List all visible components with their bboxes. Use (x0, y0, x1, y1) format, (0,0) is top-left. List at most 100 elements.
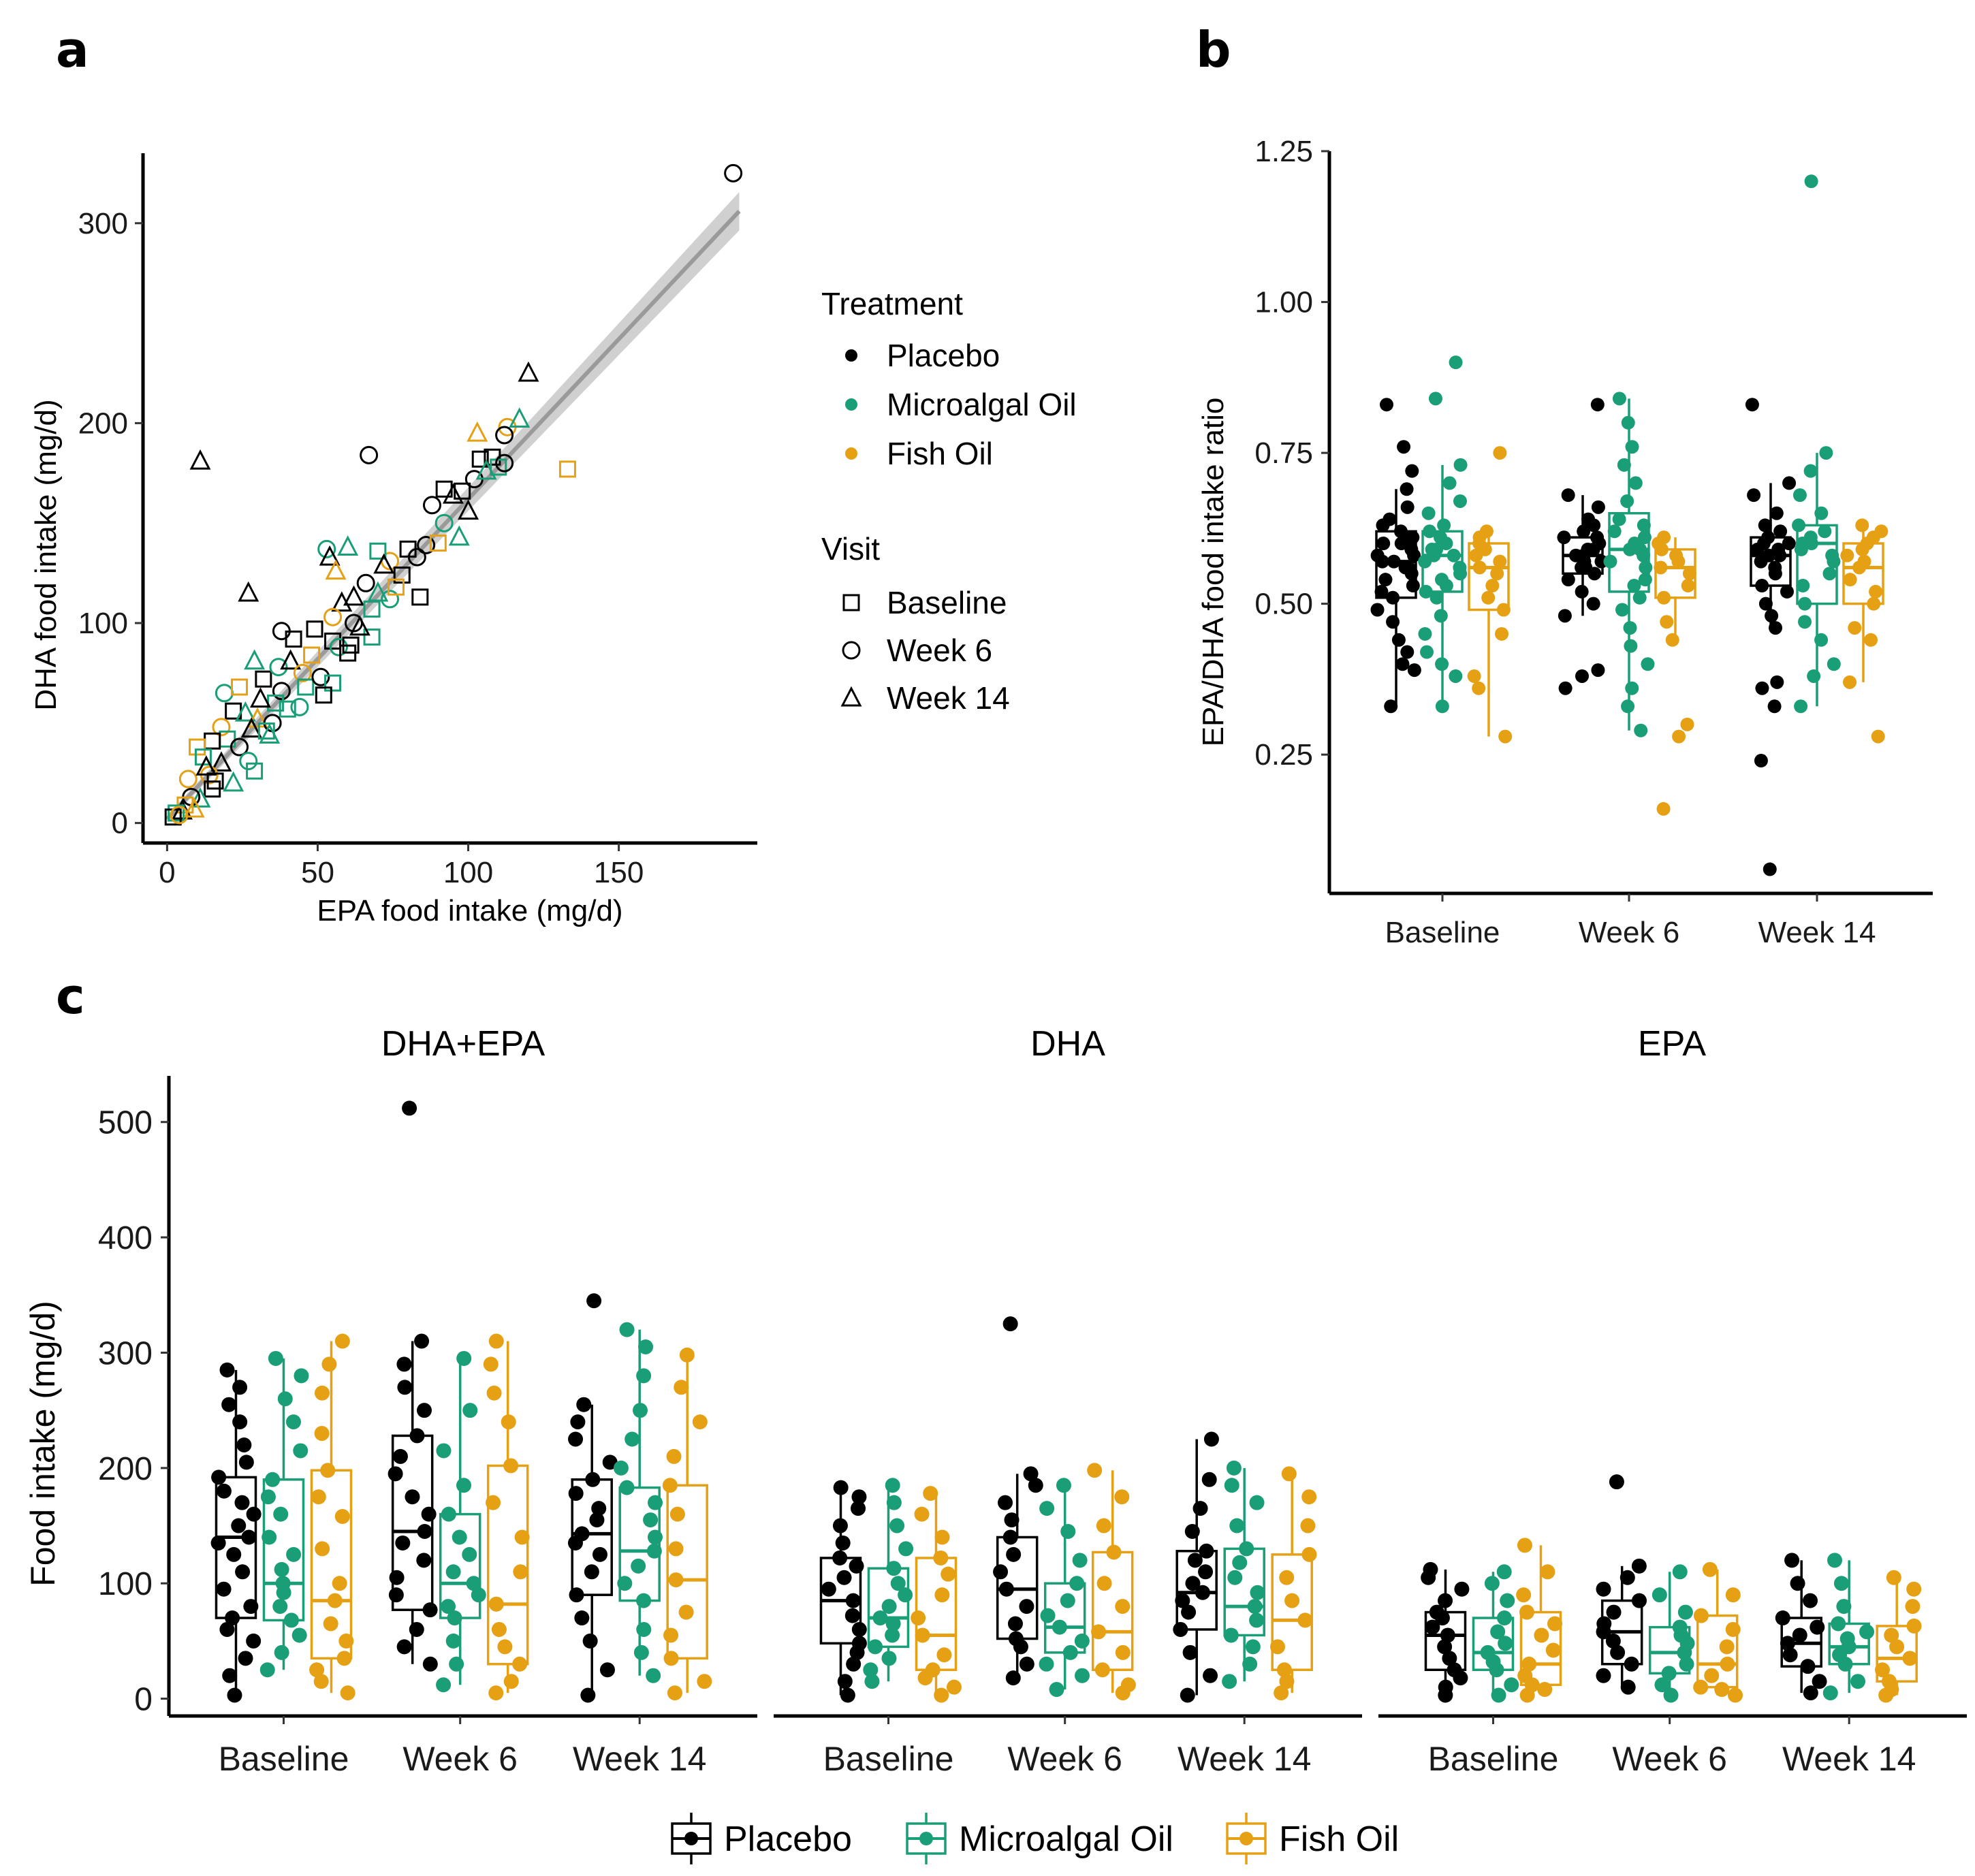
a-point-placebo-week-14 (442, 483, 464, 504)
c-dha-epa-baseline-microalgal-oil-point (285, 1414, 301, 1430)
panel-c-facets: Food intake (mg/d) DHA+EPA DHA EPA 0 100 2… (24, 1024, 1967, 1864)
c-epa-baseline-placebo-point (1429, 1604, 1444, 1620)
a-point-fish-oil-baseline (429, 535, 447, 552)
b-week-6-microalgal-oil-point (1625, 681, 1639, 695)
c-dha-epa-week-6-microalgal-oil-point (441, 1599, 456, 1615)
c-dha-baseline-microalgal-oil-point (863, 1662, 879, 1678)
c-epa-week-6-placebo-point (1631, 1593, 1647, 1608)
a-point-microalgal-oil-week-14 (189, 787, 211, 808)
a-point-placebo-week-14 (331, 591, 353, 612)
b-week-6-placebo-point (1558, 609, 1572, 623)
b-week-6-fish-oil-point (1669, 548, 1684, 562)
a-point-microalgal-oil-week-14 (367, 581, 389, 602)
c-dha-epa-week-14-microalgal-oil-point (625, 1431, 640, 1447)
b-week-6-fish-oil-point (1682, 567, 1696, 581)
b-week-6-microalgal-oil-point (1632, 590, 1647, 605)
c-epa-week-6-microalgal-oil-point (1654, 1677, 1670, 1693)
b-baseline-placebo-point (1402, 560, 1416, 575)
c-dha-week-14-microalgal-oil-point (1249, 1612, 1265, 1628)
c-legend-key-dot-microalgal-oil (919, 1832, 933, 1845)
b-week-14-fish-oil-point (1871, 729, 1885, 744)
b-week-14-fish-oil-point (1855, 518, 1869, 532)
b-week-14-microalgal-oil-point (1796, 579, 1810, 593)
c-dha-epa-week-14-placebo-point (574, 1526, 590, 1542)
c-epa-week-14-fish-oil-point (1906, 1618, 1922, 1634)
c-epa-week-6-fish-oil-point (1719, 1639, 1735, 1655)
c-dha-week-6-fish-oil-point (1094, 1662, 1110, 1678)
c-dha-epa-week-6-placebo-point (392, 1448, 408, 1464)
b-y-tick-label: 0.25 (1254, 738, 1313, 772)
c-ylabel: Food intake (mg/d) (24, 1301, 62, 1587)
a-point-placebo-baseline (306, 620, 323, 638)
c-dha-epa-week-6-placebo-point (416, 1403, 432, 1418)
c-dha-epa-week-6-fish-oil-point (503, 1674, 519, 1689)
a-point-placebo-baseline (285, 631, 302, 648)
b-baseline-microalgal-oil-point (1437, 518, 1451, 532)
panel-c-label: c (56, 968, 85, 1025)
b-baseline-placebo-point (1386, 590, 1400, 605)
b-week-14-fish-oil-point (1867, 597, 1881, 611)
a-point-placebo-week-14 (373, 553, 395, 574)
c-epa-week-14-fish-oil-point (1905, 1599, 1921, 1615)
a-point-placebo-baseline (315, 686, 332, 704)
c-epa-week-6-placebo-point (1624, 1656, 1639, 1672)
c-legend-key-dot-placebo (684, 1832, 698, 1845)
b-x-tick-label-week-14: Week 14 (1758, 916, 1876, 949)
c-dha-epa-baseline-fish-oil-point (332, 1576, 347, 1591)
c-dha-baseline-fish-oil-point (946, 1679, 962, 1695)
c-dha-epa-week-14-microalgal-oil-point (633, 1644, 649, 1660)
a-point-fish-oil-week-14 (183, 797, 205, 818)
c-dha-week-6-placebo-point (998, 1495, 1013, 1510)
c-dha-week-6-placebo-point (1019, 1599, 1034, 1615)
c-dha-baseline-placebo-point (844, 1608, 860, 1623)
c-dha-baseline-microalgal-oil-point (868, 1639, 883, 1655)
c-epa-baseline-fish-oil-point (1516, 1587, 1532, 1603)
c-dha-baseline-microalgal-oil-point (864, 1674, 880, 1689)
b-baseline-placebo-point (1406, 579, 1420, 593)
b-week-14-placebo-point (1761, 530, 1775, 545)
b-week-6-microalgal-oil-point (1627, 579, 1641, 593)
c-dha-epa-baseline-fish-oil-point (321, 1356, 337, 1372)
c-dha-epa-baseline-placebo-point (210, 1535, 226, 1551)
c-dha-epa-baseline-microalgal-oil-point (283, 1612, 299, 1628)
c-dha-week-14-microalgal-oil-point (1232, 1555, 1248, 1570)
a-point-placebo-week-6 (311, 667, 330, 686)
c-dha-epa-baseline-placebo-point (241, 1529, 257, 1545)
c-epa-week-6-placebo-point (1596, 1668, 1611, 1683)
c-dha-epa-baseline-microalgal-oil-point (274, 1561, 289, 1577)
c-epa-baseline-placebo-point (1447, 1662, 1462, 1678)
c-epa-week-14-fish-oil-point (1889, 1639, 1905, 1655)
c-dha-epa-baseline-microalgal-oil-point (286, 1546, 302, 1562)
b-week-14-fish-oil-point (1869, 584, 1883, 599)
c-dha-epa-week-14-fish-oil-point (668, 1572, 684, 1588)
c-dha-baseline-fish-oil-point (941, 1566, 956, 1582)
panel-a-scatter: EPA food intake (mg/d) DHA food intake (… (29, 153, 1077, 927)
c-dha-baseline-placebo-point (821, 1581, 836, 1597)
c-dha-epa-week-14-microalgal-oil-point (647, 1529, 663, 1545)
a-point-fish-oil-week-6 (212, 718, 231, 737)
c-y-tick-label: 400 (98, 1220, 153, 1256)
b-week-6-placebo-point (1561, 573, 1575, 587)
c-dha-epa-baseline-microalgal-oil-point (259, 1662, 275, 1678)
a-point-fish-oil-week-6 (293, 663, 312, 682)
c-dha-week-6-fish-oil-point (1120, 1677, 1136, 1693)
c-dha-baseline-microalgal-oil-point (889, 1518, 905, 1533)
c-dha-epa-week-6-fish-oil-point (483, 1356, 499, 1372)
a-point-placebo-baseline (471, 450, 489, 468)
c-dha-week-6-microalgal-oil-point (1074, 1668, 1090, 1683)
c-dha-epa-baseline-placebo-point (236, 1437, 252, 1452)
b-baseline-placebo-point (1405, 464, 1419, 478)
a-legend-dot-placebo (845, 349, 857, 362)
b-week-6-placebo-point (1581, 512, 1596, 526)
a-point-placebo-baseline (204, 780, 221, 798)
b-week-6-placebo-point (1575, 584, 1589, 599)
c-dha-epa-week-14-placebo-point (569, 1587, 584, 1603)
c-epa-week-6-placebo-point (1620, 1679, 1636, 1695)
c-dha-week-6-microalgal-oil-point (1056, 1478, 1071, 1493)
b-week-14-placebo-point (1780, 584, 1794, 599)
c-dha-baseline-placebo-point (851, 1621, 867, 1637)
a-point-microalgal-oil-week-14 (223, 771, 244, 792)
c-facet-title-epa: EPA (1638, 1024, 1707, 1064)
b-week-14-microalgal-oil-point (1827, 657, 1841, 671)
c-dha-epa-week-14-microalgal-oil-point (613, 1460, 629, 1476)
